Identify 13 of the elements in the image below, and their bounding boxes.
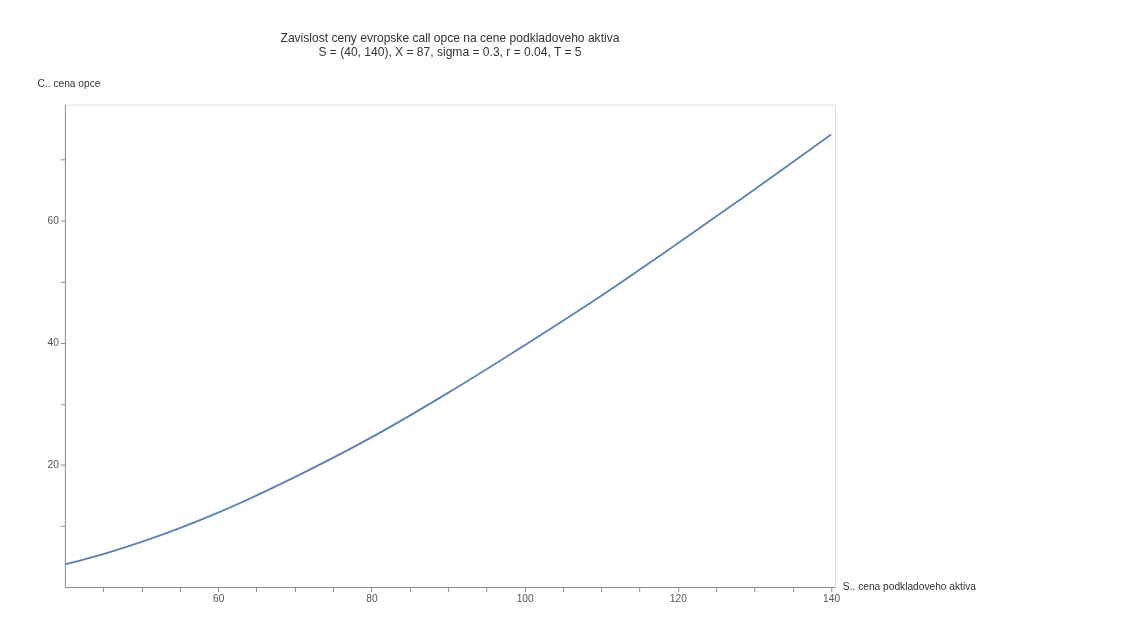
y-tick-label: 40 <box>47 337 60 349</box>
x-axis-title: S.. cena podkladoveho aktiva <box>842 581 977 593</box>
line-series <box>64 133 833 566</box>
x-tick-label: 140 <box>823 593 841 605</box>
y-tick-label: 20 <box>47 459 60 471</box>
y-tick-label: 60 <box>47 214 60 226</box>
x-tick-label: 100 <box>516 593 534 605</box>
chart-title: Zavislost ceny evropske call opce na cene podkladoveho aktiva <box>280 30 620 45</box>
x-tick-label: 120 <box>669 593 688 605</box>
y-axis-title: C.. cena opce <box>37 77 101 89</box>
chart-subtitle: S = (40, 140), X = 87, sigma = 0.3, r = 0.04, T = 5 <box>318 45 582 60</box>
x-tick-label: 60 <box>212 593 225 605</box>
x-tick-label: 80 <box>366 593 378 605</box>
